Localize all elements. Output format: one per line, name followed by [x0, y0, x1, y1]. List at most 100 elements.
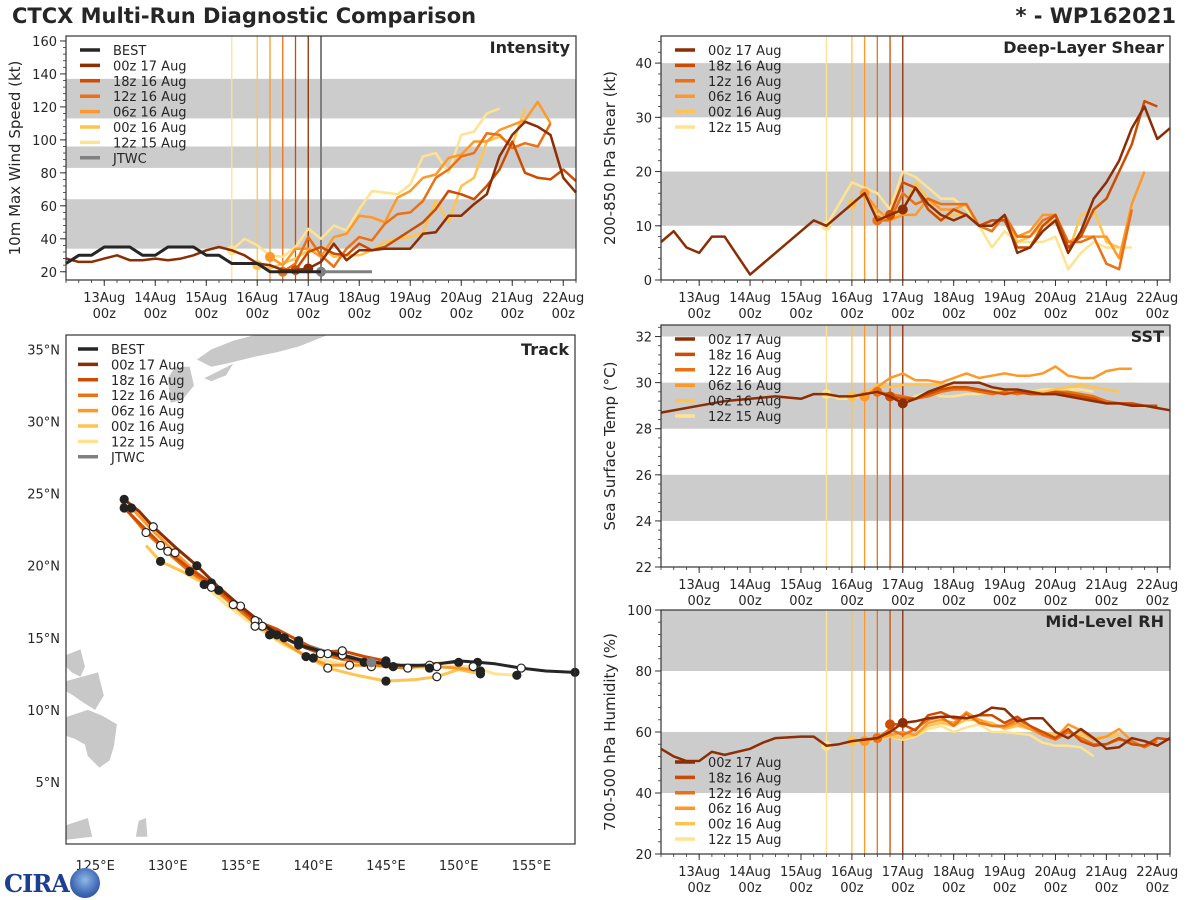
- series-line-00z-17-aug: [660, 381, 1171, 414]
- track-marker: [141, 527, 151, 538]
- track-marker: [366, 657, 377, 668]
- x-tick-sublabel: 00z: [687, 307, 711, 322]
- x-tick-sublabel: 00z: [1095, 881, 1119, 896]
- threshold-band: [661, 171, 1170, 226]
- x-tick-label: 18Aug: [933, 578, 975, 593]
- y-tick-label: 60: [40, 200, 57, 215]
- legend-label: 18z 16 Aug: [708, 771, 782, 786]
- cira-logo: CIRA: [4, 868, 100, 898]
- x-tick-label: 20Aug: [1035, 865, 1077, 880]
- x-tick-label: 15Aug: [780, 578, 822, 593]
- lat-tick-label: 5°N: [36, 776, 61, 791]
- map-frame: [65, 334, 576, 845]
- init-marker: [897, 204, 908, 215]
- x-tick-sublabel: 00z: [93, 307, 117, 322]
- y-tick-label: 100: [32, 134, 57, 149]
- y-tick-label: 20: [635, 848, 652, 863]
- x-tick-label: 19Aug: [389, 291, 431, 306]
- legend-label: 00z 17 Aug: [708, 756, 782, 771]
- x-tick-label: 21Aug: [1085, 865, 1127, 880]
- legend-label: 06z 16 Aug: [708, 379, 782, 394]
- track-marker: [424, 663, 435, 673]
- x-tick-sublabel: 00z: [1044, 307, 1068, 322]
- legend-label: 12z 16 Aug: [708, 787, 782, 802]
- series-line-06z-16-aug: [269, 100, 552, 267]
- legend-label: 00z 16 Aug: [708, 395, 782, 410]
- track-marker: [381, 676, 391, 686]
- legend-label: 00z 16 Aug: [708, 818, 782, 833]
- track-marker: [228, 600, 238, 610]
- x-tick-sublabel: 00z: [891, 594, 915, 609]
- track-marker: [516, 663, 526, 673]
- main-title: CTCX Multi-Run Diagnostic Comparison: [12, 4, 477, 28]
- track-marker: [155, 540, 166, 551]
- storm-id: * - WP162021: [1015, 4, 1176, 28]
- y-tick-label: 40: [635, 57, 652, 72]
- legend-label: 00z 16 Aug: [111, 420, 185, 435]
- x-tick-sublabel: 00z: [450, 307, 474, 322]
- init-marker: [265, 251, 275, 262]
- y-tick-label: 10: [635, 220, 652, 235]
- x-tick-label: 20Aug: [1035, 291, 1077, 306]
- x-tick-label: 19Aug: [984, 578, 1026, 593]
- track-line-best: [257, 620, 576, 674]
- x-tick-label: 20Aug: [440, 291, 482, 306]
- legend-label: 00z 17 Aug: [708, 44, 782, 59]
- series-line-06z-16-aug: [863, 365, 1132, 398]
- track-marker: [185, 566, 195, 577]
- x-tick-sublabel: 00z: [993, 594, 1017, 609]
- x-tick-sublabel: 00z: [840, 594, 864, 609]
- track-marker: [468, 662, 478, 672]
- x-tick-sublabel: 00z: [840, 307, 864, 322]
- series-line-18z-16-aug: [890, 710, 1171, 747]
- y-tick-label: 80: [635, 665, 652, 680]
- x-tick-sublabel: 00z: [246, 307, 270, 322]
- track-marker: [344, 660, 355, 670]
- threshold-band: [661, 610, 1170, 671]
- track-marker: [155, 556, 166, 566]
- land-mass: [66, 818, 93, 840]
- series-line-18z-16-aug: [888, 99, 1158, 249]
- track-marker: [199, 579, 209, 590]
- x-tick-label: 19Aug: [984, 865, 1026, 880]
- x-tick-sublabel: 00z: [993, 881, 1017, 896]
- x-tick-sublabel: 00z: [399, 307, 423, 322]
- lon-tick-label: 150°E: [439, 859, 479, 874]
- land-mass: [196, 335, 328, 367]
- x-tick-sublabel: 00z: [1095, 307, 1119, 322]
- x-tick-sublabel: 00z: [1044, 881, 1068, 896]
- plot-area: [661, 325, 1170, 567]
- legend-label: 12z 15 Aug: [708, 833, 782, 848]
- legend-label: 12z 16 Aug: [708, 364, 782, 379]
- x-tick-sublabel: 00z: [942, 307, 966, 322]
- x-tick-sublabel: 00z: [789, 307, 813, 322]
- lat-tick-label: 25°N: [27, 488, 60, 503]
- land-mass: [204, 363, 234, 382]
- y-tick-label: 30: [635, 111, 652, 126]
- x-tick-sublabel: 00z: [144, 307, 168, 322]
- x-tick-label: 18Aug: [933, 291, 975, 306]
- x-tick-label: 17Aug: [882, 865, 924, 880]
- track-marker: [170, 548, 180, 558]
- land-mass: [66, 709, 117, 768]
- track-marker: [323, 663, 333, 673]
- legend-label: JTWC: [112, 152, 147, 167]
- track-marker: [126, 503, 137, 513]
- legend-label: 12z 15 Aug: [708, 410, 782, 425]
- y-tick-label: 24: [635, 515, 652, 530]
- lat-tick-label: 30°N: [27, 416, 60, 431]
- x-tick-label: 14Aug: [729, 578, 771, 593]
- panel-title: Track: [521, 340, 569, 359]
- legend-label: 00z 17 Aug: [708, 333, 782, 348]
- track-marker: [301, 651, 311, 662]
- track-marker: [163, 546, 173, 556]
- series-line-best: [65, 245, 321, 274]
- track-marker: [432, 672, 442, 682]
- x-tick-label: 17Aug: [882, 291, 924, 306]
- x-tick-sublabel: 00z: [1044, 594, 1068, 609]
- legend-label: 18z 16 Aug: [708, 348, 782, 363]
- track-marker: [265, 630, 275, 640]
